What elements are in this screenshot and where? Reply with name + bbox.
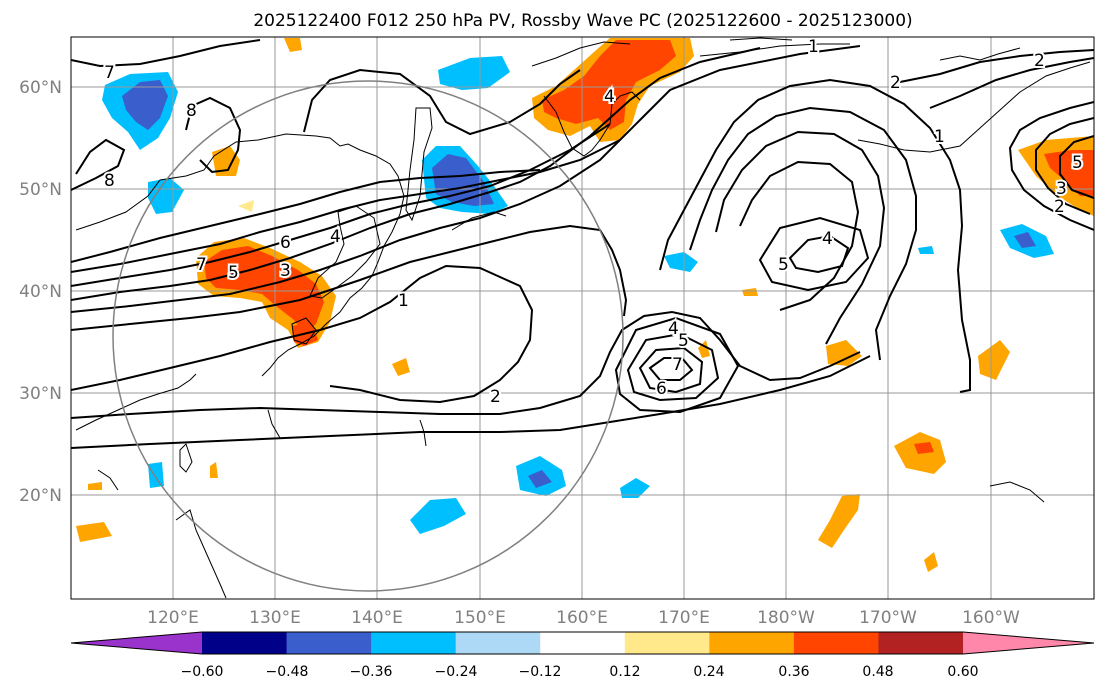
contour-label: 3	[280, 261, 291, 281]
lat-tick-label: 60°N	[19, 78, 62, 98]
colorbar-segment	[540, 632, 626, 654]
lon-tick-label: 140°E	[351, 608, 403, 628]
pos-anomaly-china-south	[88, 482, 102, 490]
pos-anomaly-china	[210, 462, 218, 478]
lon-tick-label: 120°E	[147, 608, 199, 628]
pos-anomaly-siberia-1	[212, 146, 240, 176]
contour-label: 2	[1034, 51, 1045, 71]
neg-anomaly-okhotsk	[438, 56, 510, 90]
contour-label: 2	[890, 73, 901, 93]
neg-anomaly-bering-core	[1014, 232, 1036, 248]
neg-anomaly-south-2	[410, 498, 466, 534]
colorbar-segment	[71, 632, 202, 654]
colorbar-tick-label: −0.48	[266, 664, 309, 680]
colorbar-tick-label: −0.60	[181, 664, 224, 680]
lon-tick-label: 160°E	[556, 608, 608, 628]
neg-anomaly-south-1-core	[528, 470, 552, 488]
pos-anomaly-siberia-3	[238, 200, 254, 212]
map-area: 7 8 8 6 4 5 7 3 1 2 1 2 1 4 5 4 5 7 6 4 …	[71, 37, 1094, 599]
colorbar-segment	[202, 632, 288, 654]
longitude-ticks: 120°E 130°E 140°E 150°E 160°E 170°E 180°…	[147, 608, 1020, 628]
pos-anomaly-pacific-dot	[742, 288, 758, 296]
contour-label: 2	[1054, 197, 1065, 217]
contour-label: 6	[656, 379, 667, 399]
neg-anomaly-okhotsk-west-core	[122, 80, 168, 130]
pos-anomaly-korea-core	[204, 246, 324, 334]
contour-label: 5	[678, 331, 689, 351]
pos-anomaly-south-central	[818, 494, 860, 548]
lon-tick-label: 180°W	[757, 608, 815, 628]
lat-tick-label: 50°N	[19, 180, 62, 200]
lat-tick-label: 40°N	[19, 282, 62, 302]
neg-anomaly-siberia	[148, 178, 184, 214]
pos-anomaly-east-pacific	[978, 340, 1010, 380]
pos-anomaly-philippine	[76, 522, 112, 542]
neg-anomaly-south-3	[620, 478, 650, 498]
colorbar-tick-label: −0.12	[519, 664, 562, 680]
contour-label: 8	[104, 171, 115, 191]
colorbar-tick-label: −0.24	[435, 664, 478, 680]
contour-label: 5	[1072, 153, 1083, 173]
pv-contours	[71, 39, 1094, 449]
colorbar-segment	[371, 632, 457, 654]
colorbar-segment	[286, 632, 372, 654]
colorbar-segment	[709, 632, 795, 654]
colorbar-segment	[878, 632, 964, 654]
contour-label: 6	[280, 233, 291, 253]
map-frame	[70, 36, 1095, 600]
lat-tick-label: 20°N	[19, 486, 62, 506]
contour-label: 1	[808, 37, 819, 57]
pos-anomaly-siberia-2	[284, 38, 302, 52]
latitude-ticks: 60°N 50°N 40°N 30°N 20°N	[19, 78, 62, 506]
reference-circle	[112, 80, 624, 592]
colorbar-segment	[624, 632, 710, 654]
contour-label: 5	[778, 255, 789, 275]
contour-label: 5	[228, 263, 239, 283]
pos-anomaly-pacific-dot-2	[698, 340, 710, 358]
pos-anomaly-mid-pacific	[826, 340, 862, 366]
contour-label: 1	[934, 127, 945, 147]
colorbar-outline	[70, 631, 1095, 655]
lon-tick-label: 150°E	[454, 608, 506, 628]
colorbar-segment	[455, 632, 541, 654]
colorbar-tick-label: 0.60	[947, 664, 978, 680]
figure-title: 2025122400 F012 250 hPa PV, Rossby Wave …	[253, 11, 912, 31]
pos-anomaly-ryukyu	[392, 358, 410, 376]
contour-label: 3	[1056, 179, 1067, 199]
pos-anomaly-south-small	[924, 552, 938, 572]
contour-label: 4	[668, 319, 679, 339]
lon-tick-label: 160°W	[962, 608, 1020, 628]
colorbar-tick-label: 0.36	[778, 664, 809, 680]
neg-anomaly-pacific-1	[664, 252, 698, 272]
colorbar-tick-label: 0.48	[862, 664, 893, 680]
colorbar-tick-labels: −0.60 −0.48 −0.36 −0.24 −0.12 0.12 0.24 …	[181, 664, 979, 680]
pos-anomaly-hawaii-core	[914, 442, 934, 454]
lon-tick-label: 170°W	[859, 608, 917, 628]
colorbar-segment	[793, 632, 879, 654]
neg-anomaly-japan-east-core	[432, 154, 494, 206]
contour-label: 4	[330, 227, 341, 247]
colorbar-tick-label: 0.24	[693, 664, 724, 680]
colorbar-segment	[963, 632, 1094, 654]
contour-label: 1	[398, 291, 409, 311]
pos-anomaly-gulf-alaska-core	[1044, 150, 1094, 196]
contour-label: 7	[672, 355, 683, 375]
colorbar	[70, 631, 1095, 655]
lat-tick-label: 30°N	[19, 384, 62, 404]
neg-anomaly-taiwan	[148, 462, 164, 488]
contour-label: 8	[186, 101, 197, 121]
contour-labels: 7 8 8 6 4 5 7 3 1 2 1 2 1 4 5 4 5 7 6 4 …	[102, 37, 1085, 409]
pos-anomaly-sakhalin-core	[542, 40, 676, 130]
contour-label: 4	[604, 87, 615, 107]
colorbar-tick-label: 0.12	[609, 664, 640, 680]
contour-label: 7	[196, 255, 207, 275]
neg-anomaly-pacific-2	[918, 246, 934, 254]
contour-label: 4	[822, 229, 833, 249]
contour-label: 7	[104, 63, 115, 83]
lon-tick-label: 170°E	[658, 608, 710, 628]
lon-tick-label: 130°E	[249, 608, 301, 628]
colorbar-tick-label: −0.36	[350, 664, 393, 680]
contour-label: 2	[490, 387, 501, 407]
